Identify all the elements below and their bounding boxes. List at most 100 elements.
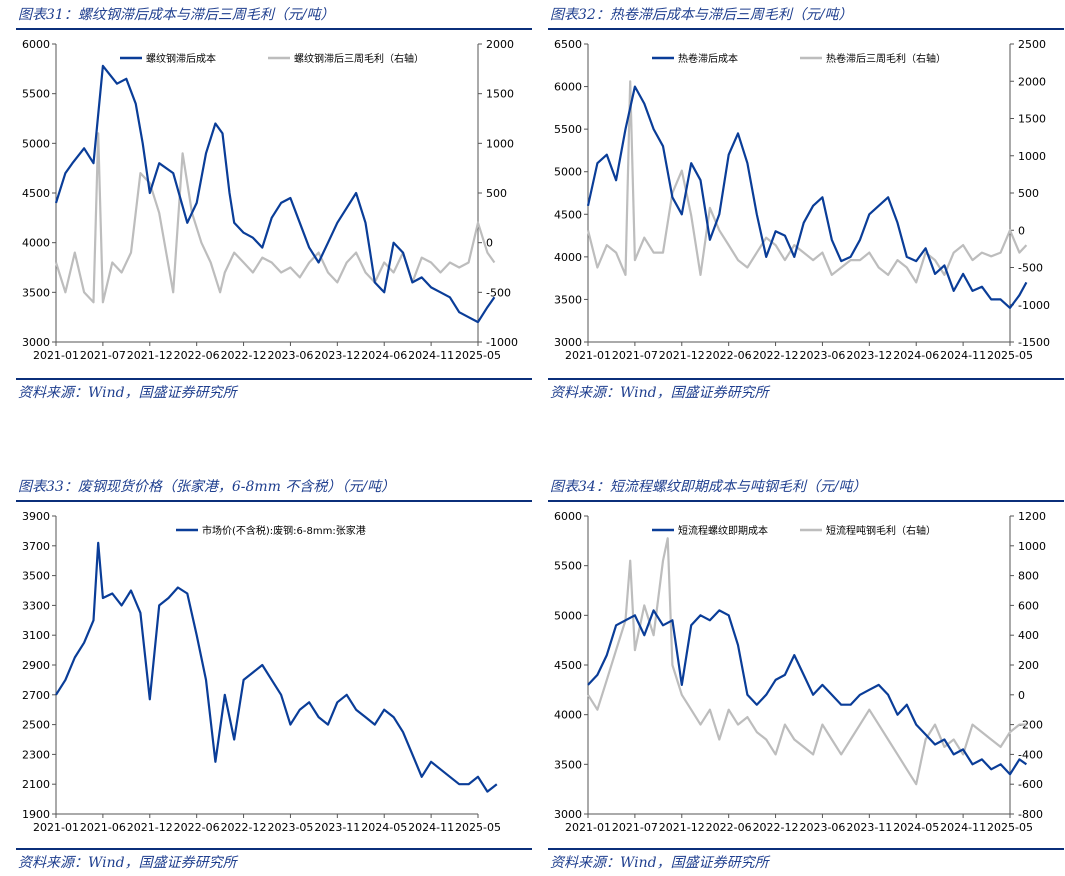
y-tick-label: 3000: [22, 336, 50, 349]
x-tick-label: 2023-05: [267, 821, 313, 834]
y-tick-label: 3000: [554, 336, 582, 349]
y-tick-label: 2500: [22, 719, 50, 732]
y-tick-label: 3700: [22, 540, 50, 553]
y2-tick-label: 0: [1018, 224, 1025, 237]
y-tick-label: 5500: [554, 560, 582, 573]
x-tick-label: 2021-12: [659, 349, 705, 362]
x-tick-label: 2024-11: [940, 349, 986, 362]
chart-panel-32: 图表32：热卷滞后成本与滞后三周毛利（元/吨） 3000 3500 4000 4500…: [548, 4, 1064, 404]
y-tick-label: 6500: [554, 38, 582, 51]
x-tick-label: 2022-12: [753, 349, 799, 362]
y-tick-label: 1900: [22, 808, 50, 821]
title-rule: [16, 500, 532, 502]
legend-label: 螺纹钢滞后成本: [146, 52, 216, 65]
y-tick-label: 3000: [554, 808, 582, 821]
y2-tick-label: -800: [1018, 808, 1043, 821]
x-tick-label: 2023-06: [267, 349, 313, 362]
y-tick-label: 2300: [22, 748, 50, 761]
chart-title: 图表32：热卷滞后成本与滞后三周毛利（元/吨）: [550, 7, 853, 23]
y-tick-label: 5500: [22, 88, 50, 101]
y-tick-label: 5000: [554, 609, 582, 622]
legend-label: 短流程螺纹即期成本: [678, 524, 768, 537]
y2-tick-label: 200: [1018, 659, 1039, 672]
y2-tick-label: -1000: [486, 336, 518, 349]
y-tick-label: 3500: [22, 286, 50, 299]
series-line-secondary: [586, 80, 1028, 284]
y-tick-label: 3500: [554, 758, 582, 771]
y2-tick-label: 2000: [486, 38, 514, 51]
series-line-primary: [587, 609, 1028, 776]
y2-tick-label: 1000: [1018, 150, 1046, 163]
x-tick-label: 2023-12: [846, 349, 892, 362]
x-tick-label: 2025-05: [455, 349, 501, 362]
chart-panel-31: 图表31：螺纹钢滞后成本与滞后三周毛利（元/吨） 3000 3500 4000 450…: [16, 4, 532, 404]
x-tick-label: 2024-05: [893, 821, 939, 834]
x-tick-label: 2022-06: [706, 821, 752, 834]
x-tick-label: 2023-06: [799, 821, 845, 834]
x-tick-label: 2024-11: [940, 821, 986, 834]
y2-tick-label: 2000: [1018, 75, 1046, 88]
y2-tick-label: 1000: [1018, 540, 1046, 553]
x-tick-label: 2022-12: [221, 349, 267, 362]
y-tick-label: 5500: [554, 123, 582, 136]
y-tick-label: 5000: [22, 137, 50, 150]
x-tick-label: 2024-06: [893, 349, 939, 362]
y2-tick-label: 800: [1018, 570, 1039, 583]
y2-tick-label: 600: [1018, 599, 1039, 612]
y2-tick-label: 1000: [486, 137, 514, 150]
y2-tick-label: 0: [1018, 689, 1025, 702]
legend-label: 市场价(不含税):废钢:6-8mm:张家港: [202, 524, 366, 537]
y2-tick-label: -500: [486, 286, 511, 299]
y-tick-label: 4500: [554, 659, 582, 672]
y-tick-label: 6000: [22, 38, 50, 51]
chart-svg: 3000350040004500500055006000-800-600-400…: [554, 510, 1046, 834]
y-tick-label: 3900: [22, 510, 50, 523]
y2-tick-label: 400: [1018, 629, 1039, 642]
chart-svg: 30003500400045005000550060006500-1500-10…: [554, 38, 1050, 362]
x-tick-label: 2021-12: [127, 349, 173, 362]
y2-tick-label: 1200: [1018, 510, 1046, 523]
y-tick-label: 4000: [554, 709, 582, 722]
x-tick-label: 2024-05: [361, 821, 407, 834]
x-tick-label: 2021-01: [33, 349, 79, 362]
x-tick-label: 2021-07: [612, 821, 658, 834]
source-rule: [548, 848, 1064, 850]
x-tick-label: 2024-06: [361, 349, 407, 362]
series-line-primary: [54, 64, 496, 324]
y2-tick-label: 500: [1018, 187, 1039, 200]
y-tick-label: 2100: [22, 778, 50, 791]
x-tick-label: 2023-11: [314, 821, 360, 834]
x-tick-label: 2025-05: [987, 821, 1033, 834]
title-rule: [16, 28, 532, 30]
y-tick-label: 3500: [22, 570, 50, 583]
chart-title: 图表33：废钢现货价格（张家港，6-8mm 不含税）（元/吨）: [18, 479, 396, 495]
y2-tick-label: -400: [1018, 748, 1043, 761]
source-rule: [16, 378, 532, 380]
title-rule: [548, 500, 1064, 502]
source-rule: [16, 848, 532, 850]
source-rule: [548, 378, 1064, 380]
x-tick-label: 2022-12: [221, 821, 267, 834]
y-tick-label: 4000: [22, 237, 50, 250]
y-tick-label: 3100: [22, 629, 50, 642]
x-tick-label: 2023-12: [314, 349, 360, 362]
title-rule: [548, 28, 1064, 30]
y-tick-label: 4500: [554, 208, 582, 221]
x-tick-label: 2021-12: [659, 821, 705, 834]
chart-svg: 1900 2100 2300 2500 2700 2900 3100 3300 3500 3700…: [22, 510, 501, 834]
y-tick-label: 5000: [554, 166, 582, 179]
y2-tick-label: 1500: [486, 88, 514, 101]
x-tick-label: 2025-05: [455, 821, 501, 834]
y2-tick-label: -1000: [1018, 299, 1050, 312]
x-tick-label: 2022-12: [753, 821, 799, 834]
x-tick-label: 2023-06: [799, 349, 845, 362]
y-tick-label: 6000: [554, 510, 582, 523]
y2-tick-label: -500: [1018, 262, 1043, 275]
y2-tick-label: 1500: [1018, 113, 1046, 126]
y-tick-label: 6000: [554, 81, 582, 94]
x-tick-label: 2022-06: [174, 821, 220, 834]
y2-tick-label: 0: [486, 237, 493, 250]
x-tick-label: 2021-06: [80, 821, 126, 834]
x-tick-label: 2021-07: [612, 349, 658, 362]
source-note: 资料来源：Wind，国盛证券研究所: [550, 385, 769, 401]
